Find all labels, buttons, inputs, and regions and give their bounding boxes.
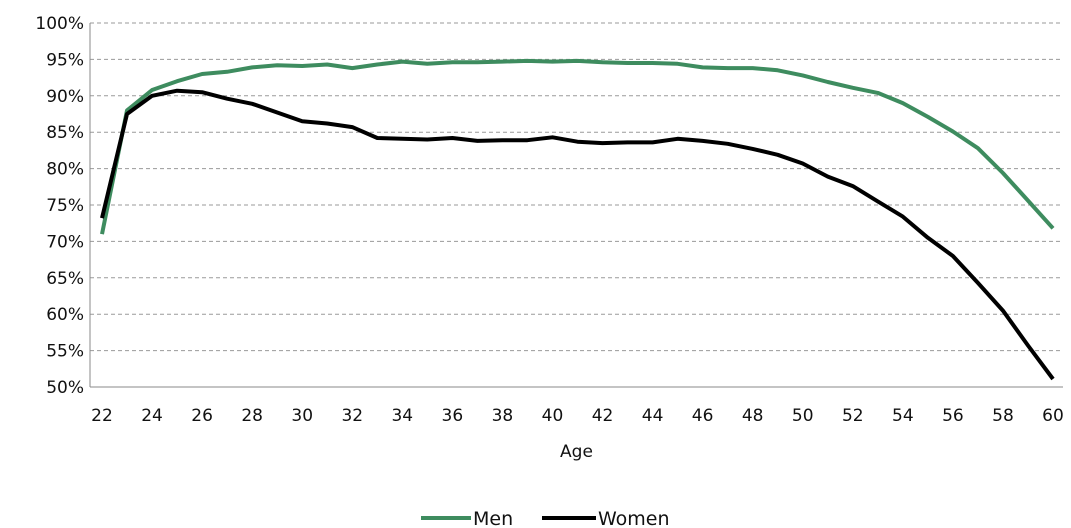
legend: Men Women: [421, 508, 670, 528]
x-tick-label: 34: [391, 406, 413, 426]
x-tick-label: 44: [642, 406, 664, 426]
y-tick-label: 75%: [46, 196, 84, 216]
y-tick-label: 60%: [46, 305, 84, 325]
legend-label: Women: [598, 508, 670, 528]
x-tick-label: 32: [341, 406, 363, 426]
x-tick-label: 40: [542, 406, 564, 426]
x-tick-label: 48: [742, 406, 764, 426]
x-tick-label: 30: [291, 406, 313, 426]
y-tick-label: 90%: [46, 87, 84, 107]
x-tick-label: 56: [942, 406, 964, 426]
y-tick-label: 65%: [46, 269, 84, 289]
x-tick-label: 60: [1042, 406, 1064, 426]
y-tick-label: 55%: [46, 342, 84, 362]
y-tick-label: 50%: [46, 378, 84, 398]
x-tick-label: 38: [492, 406, 514, 426]
x-tick-label: 52: [842, 406, 864, 426]
x-tick-label: 50: [792, 406, 814, 426]
gridlines: [90, 22, 1063, 352]
x-tick-label: 54: [892, 406, 914, 426]
x-tick-label: 58: [992, 406, 1014, 426]
y-tick-label: 100%: [35, 14, 84, 34]
x-tick-label: 36: [442, 406, 464, 426]
y-axis-tick-labels: 50% 55% 60% 65% 70% 75% 80% 85% 90% 95% 100%: [35, 14, 84, 398]
series-line-men: [100, 58, 1055, 235]
legend-label: Men: [473, 508, 513, 528]
x-tick-label: 42: [592, 406, 614, 426]
y-tick-label: 85%: [46, 123, 84, 143]
x-tick-label: 24: [141, 406, 163, 426]
series-lines: [100, 58, 1055, 381]
y-tick-label: 95%: [46, 50, 84, 70]
x-tick-label: 26: [191, 406, 213, 426]
x-tick-label: 22: [91, 406, 113, 426]
x-axis-title: Age: [560, 442, 593, 462]
y-tick-label: 80%: [46, 160, 84, 180]
x-axis-tick-labels: 22 24 26 28 30 32 34 36 38 40 42 44 46 48 50 52 54 56 58 60: [91, 406, 1064, 426]
x-tick-label: 46: [692, 406, 714, 426]
y-tick-label: 70%: [46, 232, 84, 252]
x-tick-label: 28: [241, 406, 263, 426]
series-line-women: [100, 88, 1055, 381]
